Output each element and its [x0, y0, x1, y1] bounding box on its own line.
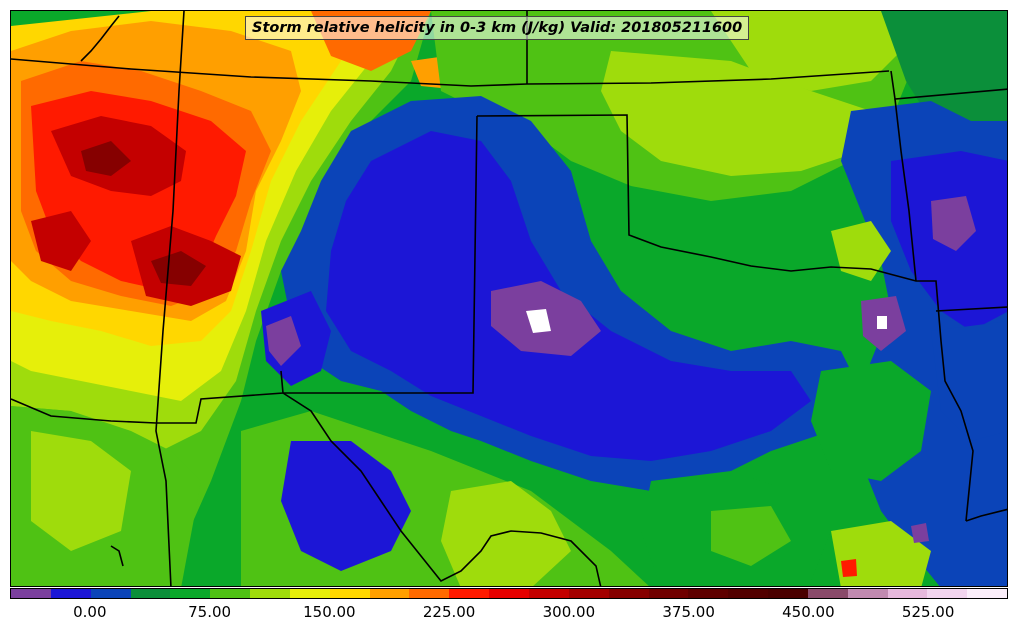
colorbar-tick-label: 300.00 [542, 603, 596, 621]
colorbar-segment [210, 589, 251, 598]
colorbar-segment [449, 589, 490, 598]
helicity-map [10, 10, 1008, 587]
colorbar-segment [847, 589, 888, 598]
state-boundaries [11, 11, 1007, 586]
colorbar-segment [369, 589, 410, 598]
colorbar-tick-label: 225.00 [422, 603, 476, 621]
colorbar-segment [568, 589, 609, 598]
colorbar-segment [489, 589, 529, 598]
southern-field [11, 406, 931, 586]
colorbar-tick-label: 75.00 [188, 603, 232, 621]
colorbar-segment [688, 589, 729, 598]
colorbar-segment [887, 589, 928, 598]
colorbar-segment [250, 589, 290, 598]
colorbar-segment [807, 589, 848, 598]
colorbar-segment [768, 589, 808, 598]
colorbar-segment [528, 589, 569, 598]
map-canvas [11, 11, 1007, 586]
colorbar [10, 588, 1008, 599]
colorbar-segment [90, 589, 131, 598]
colorbar-segment [50, 589, 91, 598]
colorbar-tick-label: 375.00 [662, 603, 715, 621]
colorbar-segment [608, 589, 649, 598]
colorbar-segment [967, 589, 1008, 598]
colorbar-segment [409, 589, 450, 598]
colorbar-segment [728, 589, 769, 598]
colorbar-tick-label: 525.00 [901, 603, 955, 621]
colorbar-tick-label: 0.00 [73, 603, 107, 621]
north-central-field [431, 11, 1007, 201]
eastern-field [811, 101, 1007, 586]
colorbar-tick-labels: 0.00 75.00 150.00 225.00 300.00 375.00 450.00 5… [0, 603, 1018, 627]
colorbar-segment [648, 589, 689, 598]
colorbar-segment [927, 589, 968, 598]
colorbar-segment [329, 589, 370, 598]
colorbar-segment [130, 589, 171, 598]
colorbar-segment [170, 589, 211, 598]
colorbar-segment [289, 589, 330, 598]
map-title: Storm relative helicity in 0-3 km (J/kg)… [245, 16, 750, 40]
colorbar-segment [11, 589, 51, 598]
colorbar-tick-label: 450.00 [782, 603, 835, 621]
colorbar-tick-label: 150.00 [303, 603, 356, 621]
